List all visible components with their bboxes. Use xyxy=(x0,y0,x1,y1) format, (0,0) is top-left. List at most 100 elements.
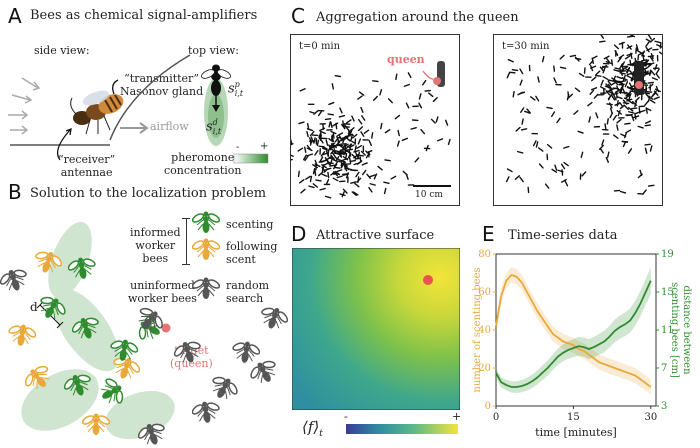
bee-mark xyxy=(355,183,359,186)
bee-mark xyxy=(617,125,618,130)
bee-mark xyxy=(531,97,535,100)
bee-mark xyxy=(336,123,337,128)
bee-mark xyxy=(343,174,348,175)
distance-d-label: d xyxy=(30,300,38,314)
bee-mark xyxy=(398,131,399,136)
bee-mark xyxy=(339,116,344,117)
bee-mark xyxy=(429,93,433,96)
bee-mark xyxy=(343,121,344,126)
bee-mark xyxy=(594,94,598,98)
bee-mark xyxy=(617,77,622,79)
x-tick-label: 30 xyxy=(644,412,657,423)
random-bee-icon xyxy=(174,338,202,366)
bee-mark xyxy=(645,101,648,105)
bee-mark xyxy=(385,160,390,161)
bee-mark xyxy=(425,91,430,92)
bee-mark xyxy=(625,106,629,110)
bee-mark xyxy=(656,87,658,92)
bee-mark xyxy=(634,116,639,118)
bee-mark xyxy=(613,88,618,89)
bee-mark xyxy=(592,56,597,58)
bee-mark xyxy=(291,139,292,144)
bee-mark xyxy=(358,139,360,144)
bee-mark xyxy=(360,92,364,95)
bee-mark xyxy=(607,119,608,124)
bee-mark xyxy=(656,74,659,78)
bee-mark xyxy=(617,119,621,122)
bee-mark xyxy=(380,90,382,95)
bee-mark xyxy=(600,149,603,153)
bee-mark xyxy=(543,57,544,62)
scenting-bee-icon xyxy=(68,254,96,282)
scenting-bee-icon xyxy=(98,378,126,406)
bee-mark xyxy=(350,158,351,163)
bee-mark xyxy=(650,100,654,103)
bee-mark xyxy=(300,180,304,183)
bee-mark xyxy=(372,133,373,138)
random-bee-icon xyxy=(136,306,164,334)
bee-mark xyxy=(326,196,331,197)
bee-mark xyxy=(578,131,583,133)
bee-mark xyxy=(432,119,436,123)
bee-mark xyxy=(328,163,333,164)
bee-mark xyxy=(346,154,347,159)
frame-t0: t=0 min queen 10 cm xyxy=(290,34,460,206)
panel-c-letter: C xyxy=(291,4,305,28)
bee-mark xyxy=(557,118,560,122)
bee-mark xyxy=(534,141,536,146)
bee-mark xyxy=(355,146,356,151)
bee-mark xyxy=(632,115,634,120)
panel-d-title: Attractive surface xyxy=(316,228,434,243)
bee-mark xyxy=(516,127,520,130)
bee-mark xyxy=(319,111,322,115)
bee-mark xyxy=(326,140,327,145)
bee-mark xyxy=(640,110,645,112)
bee-mark xyxy=(369,188,372,192)
bee-mark xyxy=(396,74,397,79)
bee-mark xyxy=(385,130,389,133)
random-bee-icon xyxy=(192,398,220,426)
bee-mark xyxy=(307,132,308,137)
bee-mark xyxy=(589,117,590,122)
random-bee-icon xyxy=(138,420,166,448)
bee-mark xyxy=(362,163,367,165)
bee-mark xyxy=(629,112,634,113)
bee-mark xyxy=(315,170,316,175)
random-bee-icon xyxy=(250,358,278,386)
bee-mark xyxy=(329,103,334,105)
bee-mark xyxy=(508,60,513,62)
bee-mark xyxy=(347,149,352,150)
bee-mark xyxy=(331,122,332,127)
bee-mark xyxy=(356,172,359,176)
bee-mark xyxy=(421,130,424,134)
bee-mark xyxy=(649,185,654,186)
t30-label: t=30 min xyxy=(502,41,549,52)
bee-mark xyxy=(620,81,625,82)
scale-bar xyxy=(413,185,451,187)
bee-mark xyxy=(322,174,327,176)
bee-mark xyxy=(423,81,426,85)
bee-mark xyxy=(603,77,607,80)
bee-mark xyxy=(522,119,523,124)
bee-mark xyxy=(625,123,630,124)
x-axis-label: time [minutes] xyxy=(535,426,617,439)
bee-mark xyxy=(345,136,350,137)
bee-mark xyxy=(645,125,650,126)
bee-mark xyxy=(617,101,618,106)
scenting-bee-icon xyxy=(38,294,66,322)
bee-mark xyxy=(352,116,354,121)
bees-scatter-t0 xyxy=(291,35,459,205)
legend-following-bee-icon xyxy=(192,235,220,263)
following-bee-icon xyxy=(8,321,36,349)
queen-cage xyxy=(634,61,644,95)
bee-mark xyxy=(438,139,443,141)
bee-mark xyxy=(605,124,606,129)
t0-label: t=0 min xyxy=(299,41,340,52)
bee-mark xyxy=(363,170,366,174)
right-axis-label-2: scenting bees [cm] xyxy=(669,282,680,378)
bee-mark xyxy=(512,70,517,71)
bee-mark xyxy=(307,154,312,156)
bee-mark xyxy=(607,104,612,105)
bee-mark xyxy=(626,56,630,59)
frame-t30: t=30 min xyxy=(493,34,663,206)
